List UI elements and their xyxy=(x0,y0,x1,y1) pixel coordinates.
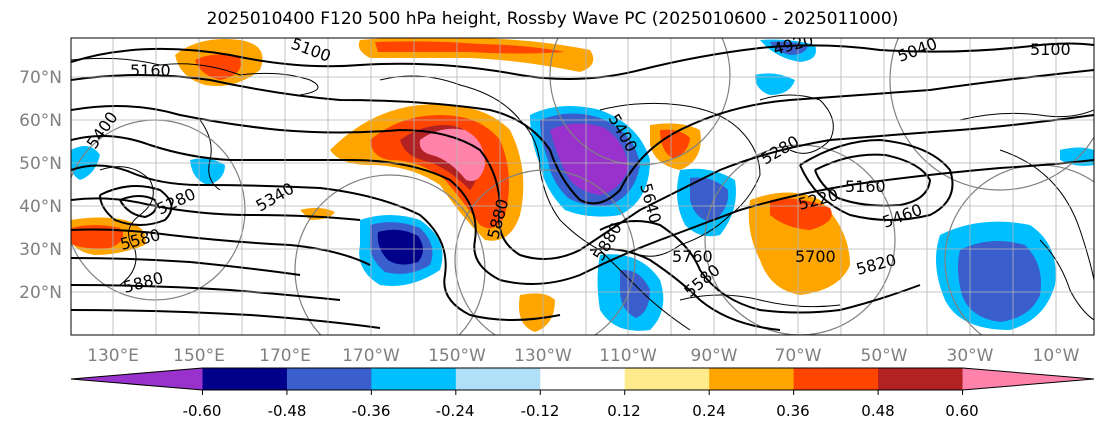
colorbar-tick-label: -0.60 xyxy=(183,402,222,420)
colorbar-swatch xyxy=(540,368,626,390)
colorbar-tick-label: 0.36 xyxy=(776,402,809,420)
lat-labels: 70°N 60°N 50°N 40°N 30°N 20°N xyxy=(19,68,62,303)
colorbar-swatch xyxy=(455,368,541,390)
lon-label: 130°E xyxy=(87,346,139,366)
colorbar-swatch xyxy=(286,368,372,390)
contour-label: 5160 xyxy=(130,61,171,80)
colorbar-swatch xyxy=(371,368,457,390)
coastlines xyxy=(71,57,1094,331)
lat-label: 20°N xyxy=(19,283,62,303)
lat-label: 30°N xyxy=(19,240,62,260)
colorbar-swatch xyxy=(878,368,964,390)
colorbar-swatch xyxy=(962,368,1094,390)
lon-label: 90°W xyxy=(691,346,738,366)
colorbar-swatch xyxy=(709,368,795,390)
height-contours xyxy=(71,42,1094,331)
contour-label: 5160 xyxy=(845,177,886,196)
lon-label: 30°W xyxy=(947,346,994,366)
map-title: 2025010400 F120 500 hPa height, Rossby W… xyxy=(206,9,899,29)
colorbar-tick-label: -0.36 xyxy=(352,402,391,420)
colorbar-tick-label: 0.24 xyxy=(692,402,725,420)
colorbar-tick-labels: -0.60 -0.48 -0.36 -0.24 -0.12 0.12 0.24 … xyxy=(183,402,979,420)
lat-label: 50°N xyxy=(19,154,62,174)
lon-label: 150°E xyxy=(173,346,225,366)
colorbar-tick-label: -0.24 xyxy=(436,402,475,420)
lon-label: 70°W xyxy=(775,346,822,366)
lon-label: 50°W xyxy=(861,346,908,366)
colorbar-swatch xyxy=(793,368,879,390)
lon-label: 170°E xyxy=(259,346,311,366)
map-frame xyxy=(70,37,1095,336)
lat-label: 70°N xyxy=(19,68,62,88)
lat-label: 40°N xyxy=(19,197,62,217)
lon-label: 150°W xyxy=(428,346,486,366)
colorbar-swatch xyxy=(202,368,288,390)
graticule xyxy=(71,38,1094,335)
lat-label: 60°N xyxy=(19,111,62,131)
colorbar-swatch xyxy=(71,368,203,390)
colorbar-tick-label: 0.48 xyxy=(861,402,894,420)
contour-label: 5100 xyxy=(1030,40,1071,59)
colorbar-tick-label: 0.12 xyxy=(607,402,640,420)
colorbar-tick-label: -0.12 xyxy=(521,402,560,420)
colorbar xyxy=(70,367,1095,395)
contour-label: 5760 xyxy=(672,247,713,266)
colorbar-tick-label: -0.48 xyxy=(268,402,307,420)
lon-label: 110°W xyxy=(599,346,657,366)
contour-label: 5700 xyxy=(795,247,836,266)
lon-label: 170°W xyxy=(342,346,400,366)
lon-label: 10°W xyxy=(1033,346,1080,366)
colorbar-swatch xyxy=(624,368,710,390)
lon-label: 130°W xyxy=(514,346,572,366)
lon-labels: 130°E 150°E 170°E 170°W 150°W 130°W 110°… xyxy=(87,346,1080,366)
colorbar-tick-label: 0.60 xyxy=(945,402,978,420)
